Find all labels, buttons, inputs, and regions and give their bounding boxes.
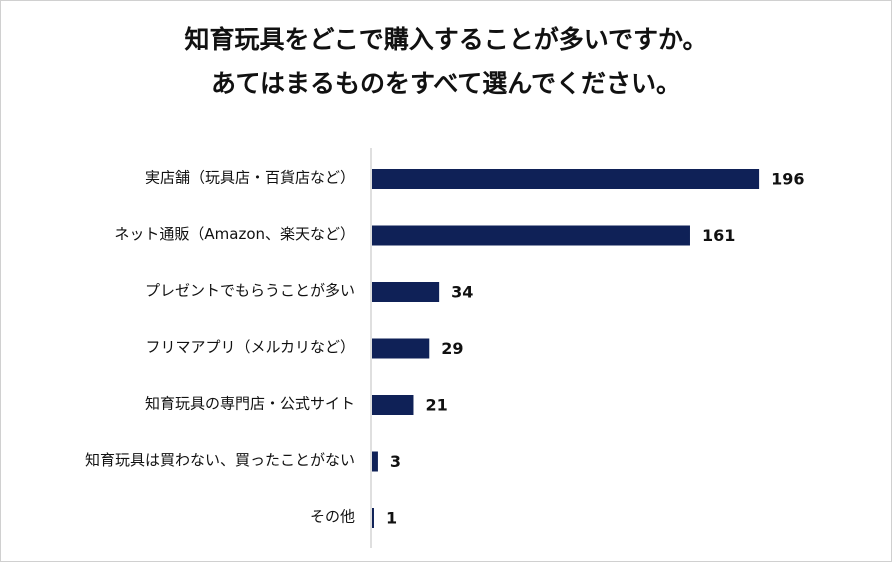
- bar-0: [372, 169, 760, 189]
- category-label-4: 知育玩具の専門店・公式サイト: [145, 395, 355, 413]
- category-label-6: その他: [310, 508, 355, 526]
- category-label-3: フリマアプリ（メルカリなど）: [145, 338, 355, 356]
- chart-title-line-1: 知育玩具をどこで購入することが多いですか。: [184, 25, 708, 54]
- bar-2: [372, 282, 440, 302]
- value-label-3: 29: [441, 339, 463, 358]
- category-label-1: ネット通販（Amazon、楽天など）: [114, 225, 355, 243]
- category-label-5: 知育玩具は買わない、買ったことがない: [85, 451, 355, 469]
- value-label-4: 21: [425, 396, 447, 415]
- category-label-0: 実店舗（玩具店・百貨店など）: [145, 169, 355, 187]
- bar-5: [372, 451, 378, 472]
- value-label-6: 1: [386, 509, 397, 528]
- value-label-5: 3: [390, 452, 401, 471]
- bar-3: [372, 338, 430, 359]
- value-label-0: 196: [771, 170, 804, 189]
- bar-1: [372, 225, 690, 246]
- bar-6: [372, 508, 374, 528]
- chart-title-line-2: あてはまるものをすべて選んでください。: [210, 69, 681, 98]
- bar-4: [372, 395, 414, 415]
- category-label-2: プレゼントでもらうことが多い: [145, 282, 355, 300]
- chart-title: 知育玩具をどこで購入することが多いですか。 あてはまるものをすべて選んでください…: [0, 18, 892, 106]
- value-label-2: 34: [451, 283, 473, 302]
- value-label-1: 161: [702, 226, 735, 245]
